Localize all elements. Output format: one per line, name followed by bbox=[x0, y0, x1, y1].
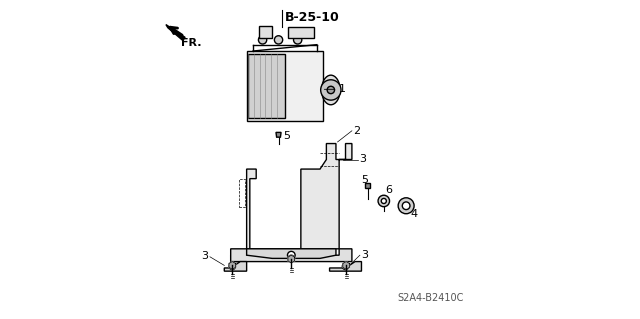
Polygon shape bbox=[301, 144, 352, 249]
Circle shape bbox=[229, 263, 236, 270]
Text: FR.: FR. bbox=[181, 38, 202, 48]
Circle shape bbox=[287, 251, 295, 259]
Text: 3: 3 bbox=[201, 251, 208, 261]
Ellipse shape bbox=[321, 75, 340, 105]
Circle shape bbox=[381, 198, 387, 204]
Circle shape bbox=[294, 36, 302, 44]
Polygon shape bbox=[330, 262, 362, 271]
Circle shape bbox=[378, 195, 390, 207]
Polygon shape bbox=[229, 262, 236, 269]
Text: 5: 5 bbox=[284, 130, 291, 141]
Circle shape bbox=[275, 36, 283, 44]
Text: 2: 2 bbox=[353, 126, 360, 136]
Text: 3: 3 bbox=[361, 250, 368, 260]
Polygon shape bbox=[259, 26, 272, 38]
Polygon shape bbox=[288, 255, 294, 263]
Text: S2A4-B2410C: S2A4-B2410C bbox=[397, 293, 463, 303]
Polygon shape bbox=[230, 249, 352, 262]
Polygon shape bbox=[288, 27, 314, 38]
Polygon shape bbox=[343, 262, 349, 269]
Text: 3: 3 bbox=[359, 154, 366, 165]
Circle shape bbox=[327, 86, 335, 94]
Circle shape bbox=[342, 263, 349, 270]
Circle shape bbox=[403, 202, 410, 210]
Circle shape bbox=[288, 255, 294, 262]
Text: B-25-10: B-25-10 bbox=[285, 11, 340, 24]
Circle shape bbox=[259, 36, 267, 44]
Polygon shape bbox=[246, 249, 336, 258]
Text: 6: 6 bbox=[385, 185, 392, 195]
Polygon shape bbox=[246, 51, 323, 121]
Text: 1: 1 bbox=[339, 84, 346, 94]
Text: 5: 5 bbox=[362, 175, 369, 185]
Circle shape bbox=[321, 80, 341, 100]
Polygon shape bbox=[248, 54, 285, 118]
Circle shape bbox=[398, 198, 414, 214]
Polygon shape bbox=[224, 262, 246, 271]
Polygon shape bbox=[230, 169, 256, 262]
Text: 4: 4 bbox=[411, 209, 418, 219]
Polygon shape bbox=[166, 25, 185, 41]
Polygon shape bbox=[276, 132, 281, 137]
Polygon shape bbox=[365, 183, 371, 188]
